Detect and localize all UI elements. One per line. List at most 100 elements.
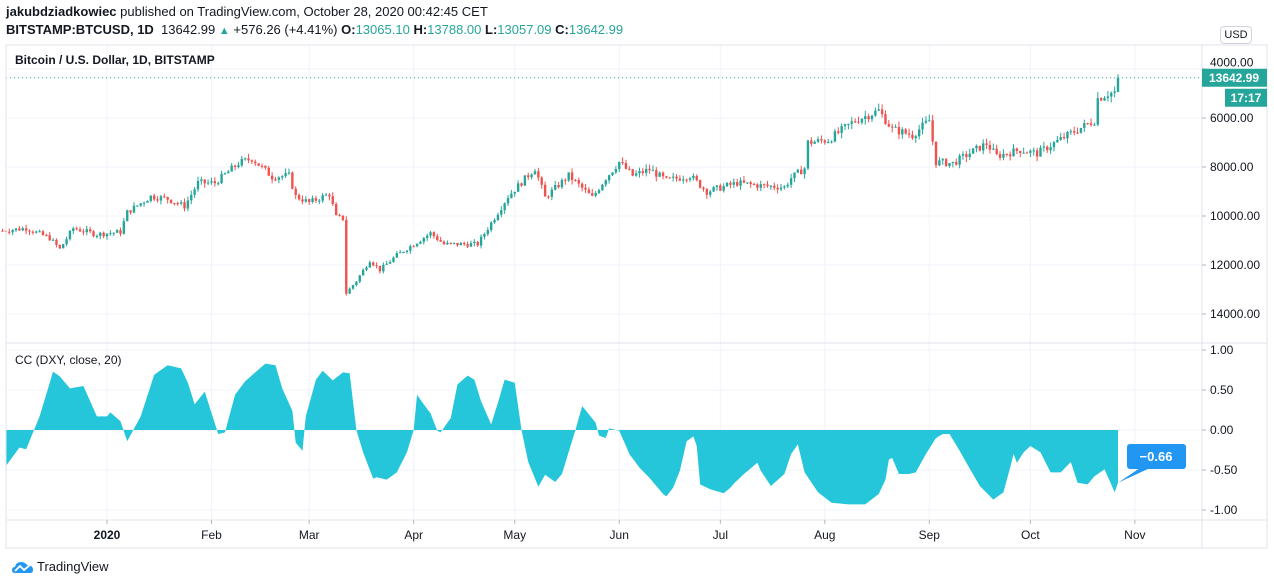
candle-body bbox=[395, 253, 399, 258]
indicator-axis[interactable]: 1.00 0.50 0.00 -0.50 -1.00 bbox=[1202, 343, 1238, 517]
candle bbox=[318, 198, 321, 205]
candle bbox=[210, 177, 213, 185]
candle bbox=[1096, 92, 1099, 127]
candle-body bbox=[1103, 98, 1106, 101]
candle-body bbox=[368, 262, 372, 268]
high-value: 13788.00 bbox=[427, 22, 482, 37]
candle-body bbox=[570, 172, 574, 181]
candle bbox=[311, 195, 314, 204]
candle bbox=[503, 202, 506, 214]
candle-body bbox=[1046, 146, 1049, 151]
candle-body bbox=[759, 184, 762, 188]
candle bbox=[372, 261, 375, 267]
price-candles bbox=[1, 74, 1120, 296]
candle bbox=[277, 176, 281, 184]
candle bbox=[985, 138, 988, 149]
candle-body bbox=[169, 199, 173, 203]
candle-body bbox=[655, 170, 658, 177]
candle-body bbox=[132, 205, 136, 213]
candle-body bbox=[729, 182, 732, 185]
candle bbox=[527, 172, 530, 181]
candle-body bbox=[274, 179, 277, 181]
candle bbox=[240, 156, 243, 168]
candle bbox=[331, 192, 334, 206]
candle bbox=[594, 190, 597, 198]
candle bbox=[722, 183, 725, 193]
candle-body bbox=[941, 159, 944, 161]
candle-body bbox=[142, 202, 146, 204]
candle bbox=[1046, 145, 1049, 153]
candle-body bbox=[257, 163, 260, 166]
candle-body bbox=[385, 263, 388, 265]
candle-body bbox=[789, 178, 793, 185]
candle bbox=[183, 198, 186, 212]
candle-body bbox=[847, 123, 850, 125]
time-tick-label: 2020 bbox=[94, 528, 121, 542]
candle-body bbox=[1029, 150, 1032, 153]
author-name[interactable]: jakubdziadkowiec bbox=[6, 4, 117, 19]
candle bbox=[476, 240, 479, 247]
candle-body bbox=[618, 162, 621, 170]
candle-body bbox=[331, 196, 334, 205]
indicator-tick-label: 0.00 bbox=[1210, 423, 1234, 437]
candle bbox=[237, 161, 240, 169]
candle-body bbox=[1056, 139, 1059, 143]
candle bbox=[948, 162, 951, 168]
candle-body bbox=[14, 228, 18, 231]
tradingview-logo[interactable]: TradingView bbox=[12, 559, 109, 574]
candle bbox=[102, 231, 105, 239]
candle-body bbox=[1110, 92, 1113, 97]
candle-body bbox=[267, 167, 270, 176]
candle bbox=[1103, 96, 1106, 101]
candle-body bbox=[493, 220, 496, 223]
candle bbox=[550, 187, 554, 201]
candle bbox=[975, 144, 978, 153]
candle bbox=[955, 158, 958, 166]
candle-body bbox=[560, 179, 564, 188]
candle bbox=[725, 182, 729, 188]
candle bbox=[483, 232, 486, 240]
candle-body bbox=[1022, 152, 1025, 154]
candle bbox=[217, 181, 220, 186]
candle bbox=[1049, 142, 1052, 154]
candle-body bbox=[692, 175, 695, 179]
candle bbox=[58, 244, 62, 250]
candle bbox=[409, 244, 412, 254]
candle bbox=[385, 260, 388, 265]
time-tick-label: May bbox=[503, 528, 526, 542]
candle bbox=[115, 229, 119, 233]
candle-body bbox=[1015, 148, 1019, 151]
candle bbox=[537, 167, 540, 181]
candle bbox=[870, 114, 874, 123]
candle-body bbox=[203, 179, 206, 184]
candle-body bbox=[358, 275, 361, 282]
candle bbox=[934, 141, 938, 169]
candle bbox=[547, 195, 550, 200]
candle-body bbox=[126, 210, 129, 222]
candle bbox=[951, 161, 955, 168]
candle-body bbox=[38, 231, 41, 233]
candle-body bbox=[139, 203, 142, 206]
time-axis[interactable]: 2020 Feb Mar Apr May Jun Jul Aug Sep Oct Nov bbox=[94, 520, 1146, 542]
currency-button[interactable]: USD bbox=[1220, 26, 1252, 44]
candle bbox=[463, 241, 466, 247]
candle-body bbox=[810, 140, 813, 144]
candle-body bbox=[247, 158, 250, 161]
countdown-text: 17:17 bbox=[1231, 91, 1262, 105]
price-axis[interactable]: 14000.00 12000.00 10000.00 8000.00 6000.00 40… bbox=[1202, 56, 1260, 321]
candle-body bbox=[186, 200, 190, 209]
candle bbox=[965, 151, 968, 163]
indicator-title[interactable]: CC (DXY, close, 20) bbox=[15, 353, 122, 367]
candle-body bbox=[206, 182, 210, 184]
candle bbox=[1062, 132, 1066, 140]
candle bbox=[864, 110, 867, 125]
candle bbox=[1093, 122, 1096, 126]
candle-body bbox=[112, 232, 115, 234]
candle bbox=[712, 186, 715, 193]
candle-body bbox=[200, 179, 203, 181]
candle bbox=[176, 201, 179, 206]
candle-body bbox=[800, 169, 803, 175]
candle bbox=[661, 171, 665, 180]
candle-body bbox=[992, 148, 995, 150]
